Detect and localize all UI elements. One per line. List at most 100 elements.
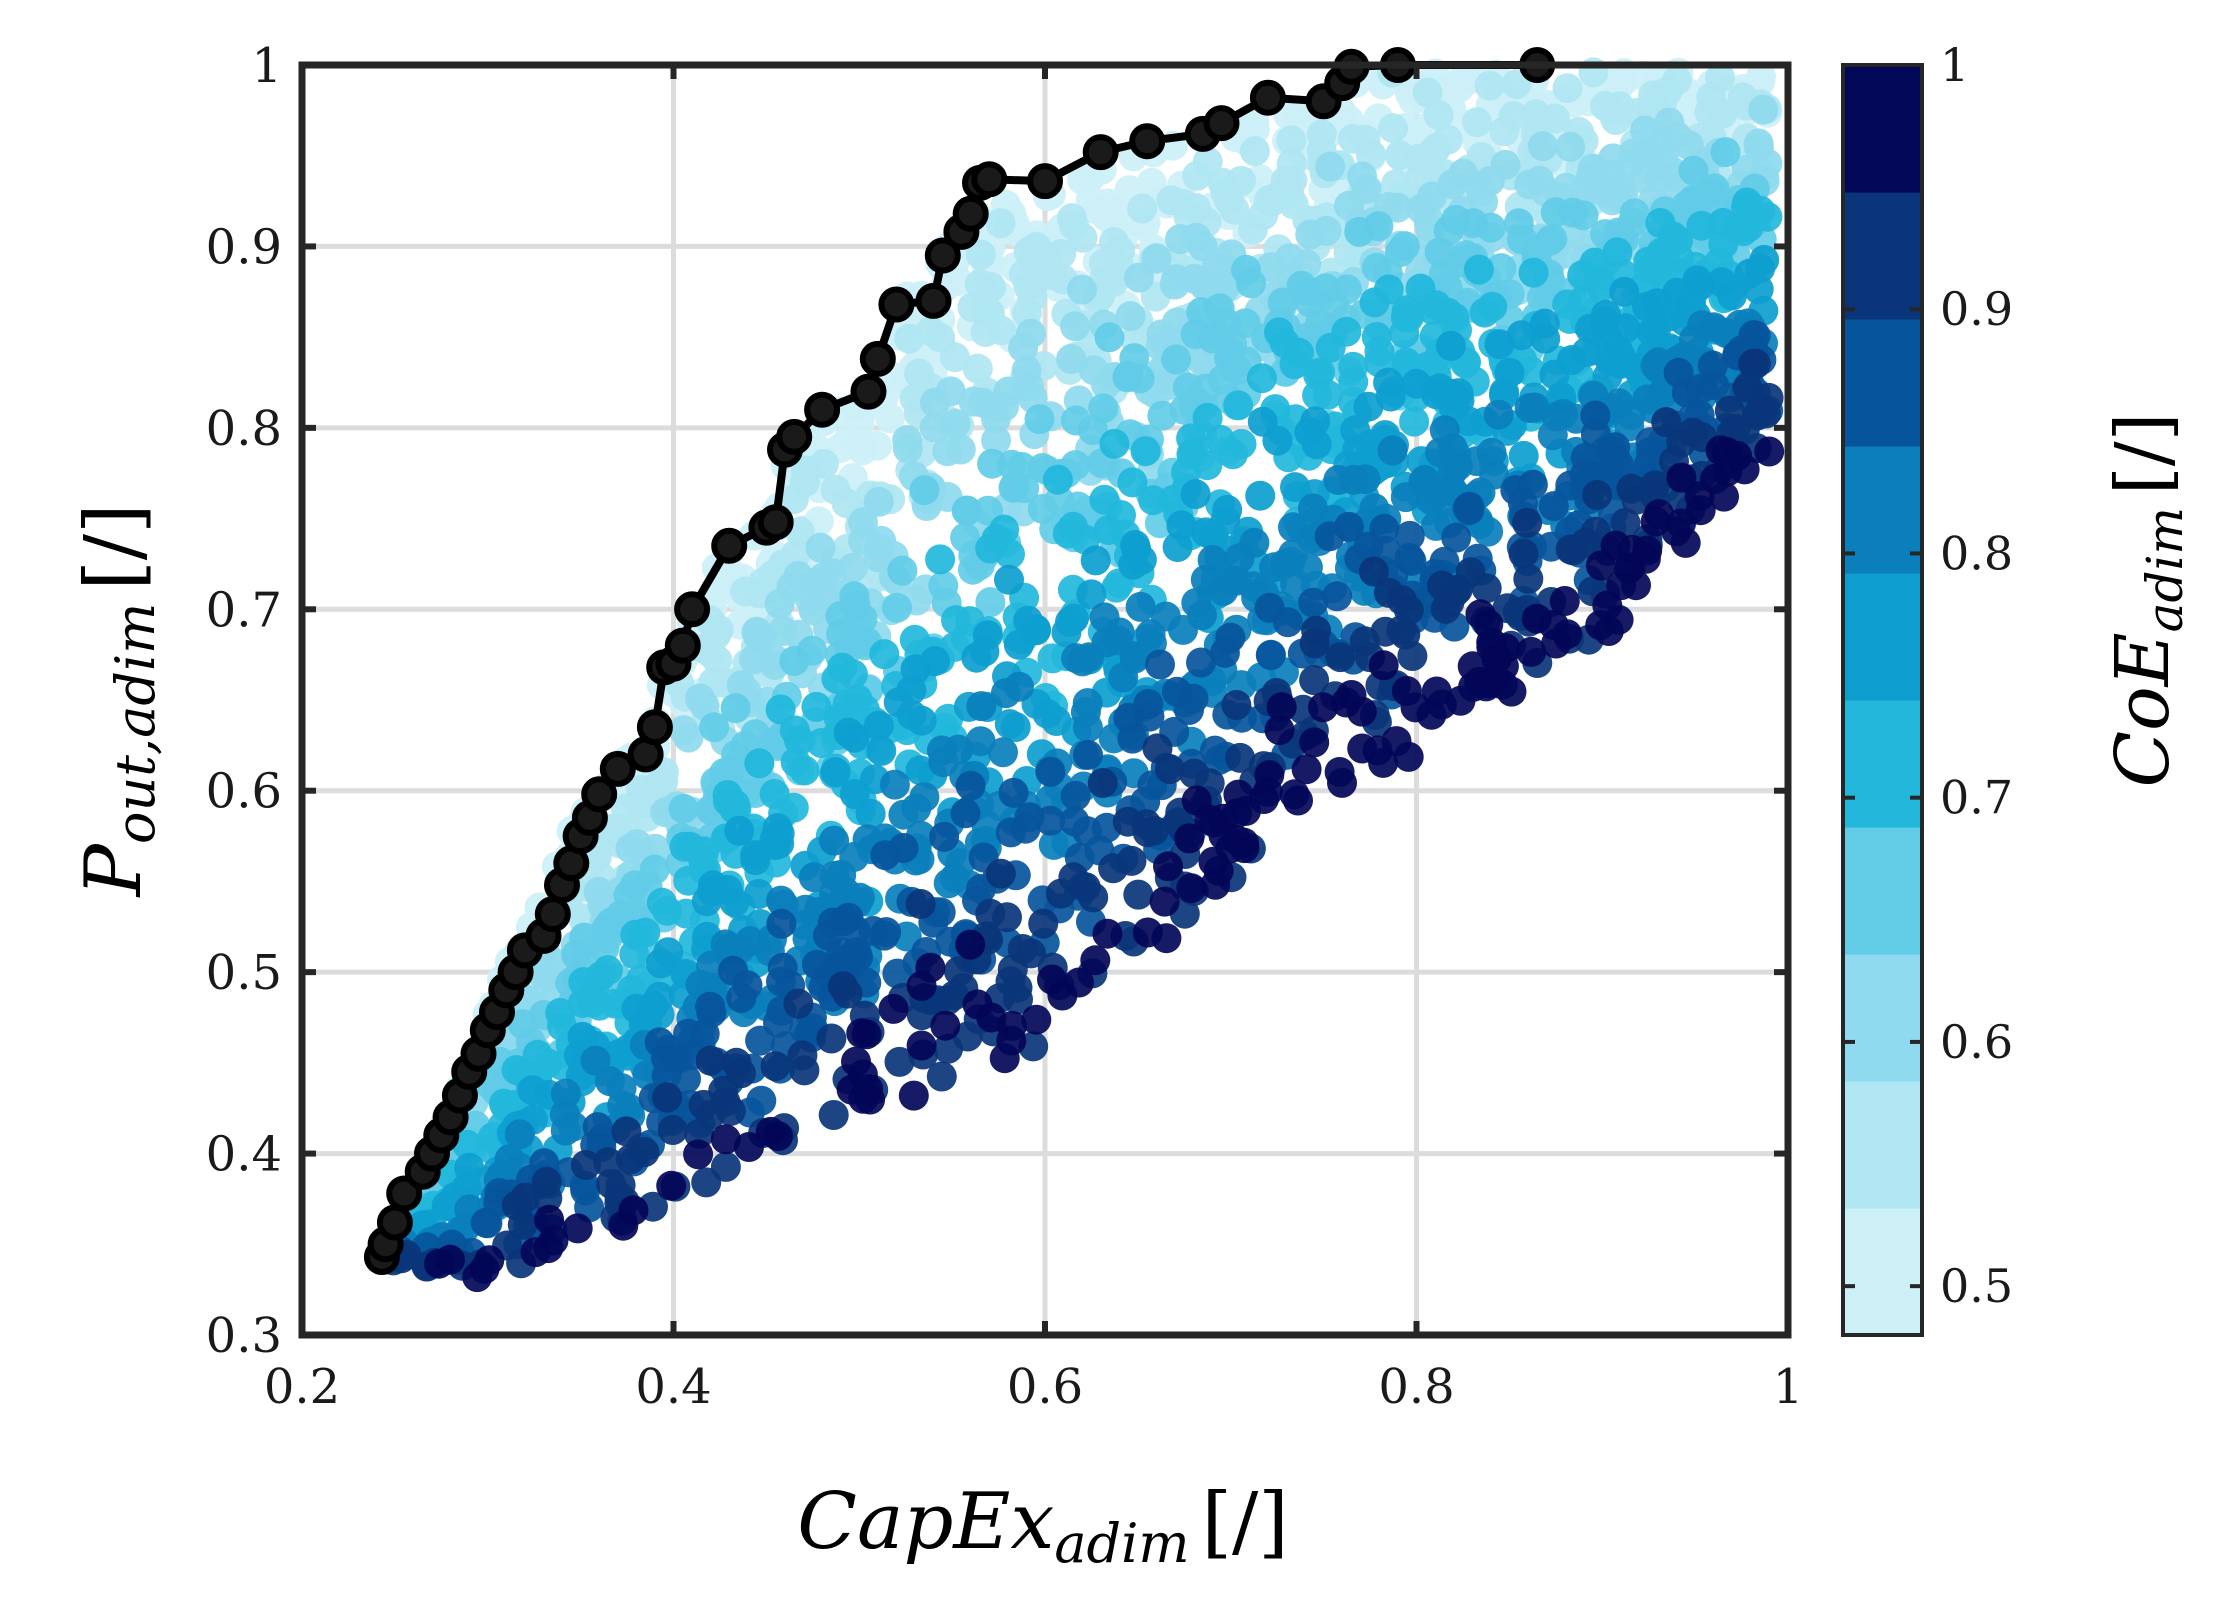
scatter-point [504, 1119, 535, 1150]
scatter-point [1161, 344, 1192, 375]
scatter-point [1192, 402, 1223, 433]
scatter-point [1489, 377, 1520, 408]
scatter-point [1384, 140, 1415, 171]
scatter-point [887, 555, 918, 586]
scatter-point [668, 793, 699, 824]
scatter-point [1280, 472, 1310, 503]
scatter-point [847, 1059, 878, 1090]
scatter-point [926, 1061, 957, 1092]
scatter-point [1094, 322, 1125, 353]
scatter-point [1204, 293, 1235, 324]
y-tick-label: 0.9 [206, 219, 282, 275]
scatter-point [1517, 357, 1547, 387]
scatter-point [1605, 348, 1636, 379]
scatter-point [943, 734, 974, 765]
scatter-point [763, 1121, 794, 1152]
scatter-point [703, 614, 734, 645]
scatter-point [1684, 270, 1715, 301]
scatter-point [1013, 271, 1044, 302]
pareto-point [1129, 123, 1166, 160]
scatter-point [618, 1195, 649, 1226]
scatter-point [928, 570, 959, 601]
scatter-point [847, 603, 878, 634]
scatter-point [620, 919, 651, 950]
scatter-point [783, 988, 814, 1019]
scatter-point [1278, 189, 1309, 220]
axis-ticks: 0.2 0.4 0.6 0.8 1 0.3 0.4 0.5 0.6 0.7 0.8 0.9 1 [206, 38, 1804, 1415]
scatter-point [1104, 617, 1135, 648]
scatter-point [1445, 685, 1476, 716]
scatter-point [1280, 569, 1310, 599]
colorbar-label-main: CoE [2100, 632, 2186, 787]
scatter-point [1130, 786, 1161, 817]
scatter-point [1072, 712, 1103, 743]
scatter-point [1192, 146, 1223, 177]
scatter-point [1636, 437, 1667, 467]
scatter-point [766, 908, 797, 939]
scatter-point [1145, 649, 1175, 680]
scatter-point [584, 990, 615, 1021]
scatter-point [888, 833, 919, 863]
scatter-point [976, 1002, 1007, 1033]
scatter-point [1124, 363, 1155, 394]
scatter-point [710, 1124, 741, 1155]
scatter-point [1080, 545, 1111, 576]
x-axis-label-unit: [/] [1202, 1477, 1289, 1567]
scatter-point [1207, 364, 1238, 395]
scatter-point [878, 993, 909, 1024]
scatter-point [507, 1209, 538, 1240]
scatter-point [549, 1099, 580, 1130]
scatter-points [371, 57, 1785, 1293]
x-tick-label: 1 [1773, 1359, 1804, 1415]
colorbar-segment [1843, 65, 1922, 193]
scatter-point [1662, 65, 1693, 96]
scatter-point [673, 1018, 704, 1049]
scatter-point [965, 239, 996, 270]
scatter-point [1394, 302, 1424, 333]
scatter-point [809, 448, 839, 479]
scatter-point [462, 1262, 493, 1293]
scatter-point [1549, 586, 1580, 616]
scatter-point [875, 403, 905, 434]
scatter-point [1400, 692, 1431, 723]
scatter-point [892, 425, 923, 456]
x-axis-label-sub: adim [1054, 1512, 1189, 1575]
scatter-point [1117, 467, 1148, 498]
scatter-point [1180, 479, 1211, 510]
pareto-point [850, 373, 887, 410]
scatter-point [652, 1082, 683, 1113]
scatter-point [1259, 552, 1290, 583]
scatter-point [1066, 274, 1097, 305]
colorbar-tick-label: 0.7 [1940, 771, 2013, 825]
scatter-point [1698, 312, 1729, 343]
scatter-point [1699, 370, 1730, 401]
scatter-point [1661, 516, 1692, 547]
scatter-point [1315, 151, 1346, 182]
scatter-point [1364, 336, 1395, 367]
scatter-point [760, 1051, 791, 1082]
scatter-point [1512, 507, 1543, 538]
scatter-point [1231, 795, 1261, 826]
scatter-point [1552, 73, 1583, 104]
scatter-point [1176, 873, 1207, 904]
scatter-point [929, 821, 960, 852]
x-tick-label: 0.8 [1378, 1359, 1454, 1415]
scatter-point [1274, 243, 1305, 274]
scatter-point [1359, 287, 1390, 318]
scatter-point [1508, 538, 1539, 569]
colorbar-segment [1843, 954, 1922, 1082]
scatter-point [673, 865, 704, 896]
scatter-point [1072, 688, 1103, 719]
scatter-point [820, 757, 851, 788]
scatter-point [989, 1043, 1020, 1074]
scatter-point [955, 929, 986, 960]
scatter-point [1099, 428, 1130, 459]
y-axis-label-unit: [/] [69, 503, 159, 590]
scatter-point [626, 788, 657, 819]
scatter-point [530, 962, 561, 993]
scatter-point [1496, 676, 1527, 707]
scatter-point [1678, 155, 1709, 186]
scatter-point [909, 475, 940, 506]
pareto-point [804, 391, 841, 428]
scatter-point [1435, 330, 1466, 361]
